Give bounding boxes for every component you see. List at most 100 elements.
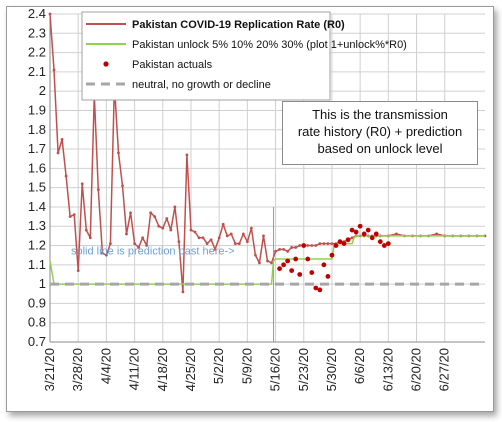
series-0-point	[201, 236, 205, 240]
y-tick-label: 1.6	[28, 160, 46, 175]
y-tick-label: 1.1	[28, 257, 46, 272]
series-0-point	[254, 253, 257, 257]
series-0-point	[310, 244, 314, 247]
legend-label-1: Pakistan unlock 5% 10% 20% 30% (plot 1+u…	[132, 39, 407, 51]
y-tick-label: 1.3	[28, 218, 46, 233]
actuals-point	[381, 243, 387, 248]
series-0-point	[278, 247, 281, 251]
actuals-point	[297, 272, 303, 277]
series-0-point	[274, 249, 277, 253]
x-tick-label: 6/13/20	[380, 348, 395, 391]
x-tick-label: 5/16/20	[268, 348, 283, 391]
series-0-point	[233, 242, 237, 246]
x-tick-label: 3/28/20	[70, 348, 85, 391]
series-0-point	[153, 215, 157, 218]
y-tick-label: 2.3	[28, 25, 46, 40]
y-tick-label: 1.5	[28, 180, 46, 195]
actuals-point	[361, 231, 367, 237]
actuals-point	[281, 262, 287, 268]
actuals-point	[325, 274, 331, 279]
series-0-point	[262, 234, 265, 238]
series-0-point	[157, 224, 161, 228]
series-0-point	[306, 244, 310, 247]
actuals-point	[329, 252, 335, 258]
series-0-point	[322, 242, 326, 246]
series-0-point	[121, 184, 124, 188]
series-0-point	[286, 249, 290, 253]
actuals-point	[321, 262, 327, 268]
series-0-point	[133, 242, 136, 246]
y-tick-label: 1.2	[28, 238, 46, 253]
series-0-point	[350, 236, 354, 240]
series-0-point	[225, 234, 229, 238]
series-0-point	[137, 246, 141, 249]
series-0-point	[294, 246, 298, 249]
series-0-point	[394, 232, 398, 236]
actuals-point	[309, 270, 315, 275]
x-tick-label: 4/25/20	[183, 348, 198, 391]
x-tick-label: 6/20/20	[409, 348, 424, 391]
x-tick-label: 4/4/20	[98, 348, 113, 384]
actuals-point	[289, 268, 295, 274]
series-0-point	[56, 151, 60, 155]
actuals-point	[377, 239, 383, 245]
actuals-point	[313, 285, 319, 291]
actuals-point	[317, 287, 323, 293]
series-0-point	[249, 226, 253, 230]
series-0-point	[100, 251, 104, 255]
series-0-point	[318, 242, 322, 246]
y-tick-label: 2.2	[28, 45, 46, 60]
y-tick-label: 1.9	[28, 102, 46, 117]
annotation-line-1: This is the transmission	[312, 107, 448, 122]
x-tick-label: 5/2/20	[211, 348, 226, 384]
y-tick-label: 0.9	[28, 295, 46, 310]
series-0-point	[169, 228, 173, 232]
annotation-box: This is the transmission rate history (R…	[282, 101, 478, 165]
series-0-point	[141, 236, 145, 240]
series-0-point	[60, 138, 64, 141]
annotation-line-2: rate history (R0) + prediction	[297, 124, 463, 139]
actuals-point	[357, 223, 363, 229]
series-0-point	[189, 228, 193, 232]
y-tick-label: 1.7	[28, 141, 46, 156]
actuals-point	[385, 241, 391, 247]
series-0-point	[237, 242, 241, 246]
series-0-point	[48, 12, 52, 16]
actuals-point	[373, 231, 379, 237]
x-tick-label: 4/18/20	[155, 348, 170, 391]
x-tick-label: 4/11/20	[127, 348, 142, 390]
series-0-point	[125, 232, 128, 236]
x-tick-label: 6/27/20	[437, 348, 452, 391]
series-0-point	[185, 153, 189, 157]
series-0-point	[221, 222, 225, 226]
series-0-point	[64, 174, 68, 178]
y-tick-label: 1.8	[28, 122, 46, 137]
x-tick-label: 5/30/20	[324, 348, 339, 391]
series-0-point	[217, 236, 221, 240]
series-0-point	[149, 211, 153, 215]
series-0-point	[241, 232, 245, 236]
y-tick-label: 2.4	[28, 6, 46, 21]
series-0-point	[266, 259, 269, 263]
actuals-point	[285, 258, 291, 264]
series-0-point	[229, 232, 233, 236]
actuals-point	[301, 243, 307, 248]
series-0-point	[129, 211, 132, 215]
series-0-point	[270, 261, 273, 265]
x-tick-label: 5/9/20	[239, 348, 254, 384]
actuals-point	[349, 227, 355, 233]
legend-label-3: neutral, no growth or decline	[132, 79, 271, 91]
series-0-point	[193, 230, 197, 234]
series-0-point	[177, 240, 181, 244]
actuals-point	[333, 243, 339, 248]
series-0-point	[173, 205, 177, 209]
series-0-point	[330, 242, 334, 246]
actuals-point	[305, 256, 311, 262]
series-0-point	[298, 244, 302, 247]
series-0-point	[213, 247, 217, 251]
series-0-point	[84, 228, 88, 232]
series-0-point	[165, 217, 169, 220]
series-0-point	[290, 246, 294, 249]
y-tick-label: 1.4	[28, 199, 46, 214]
legend-label-0: Pakistan COVID-19 Replication Rate (R0)	[132, 19, 345, 31]
